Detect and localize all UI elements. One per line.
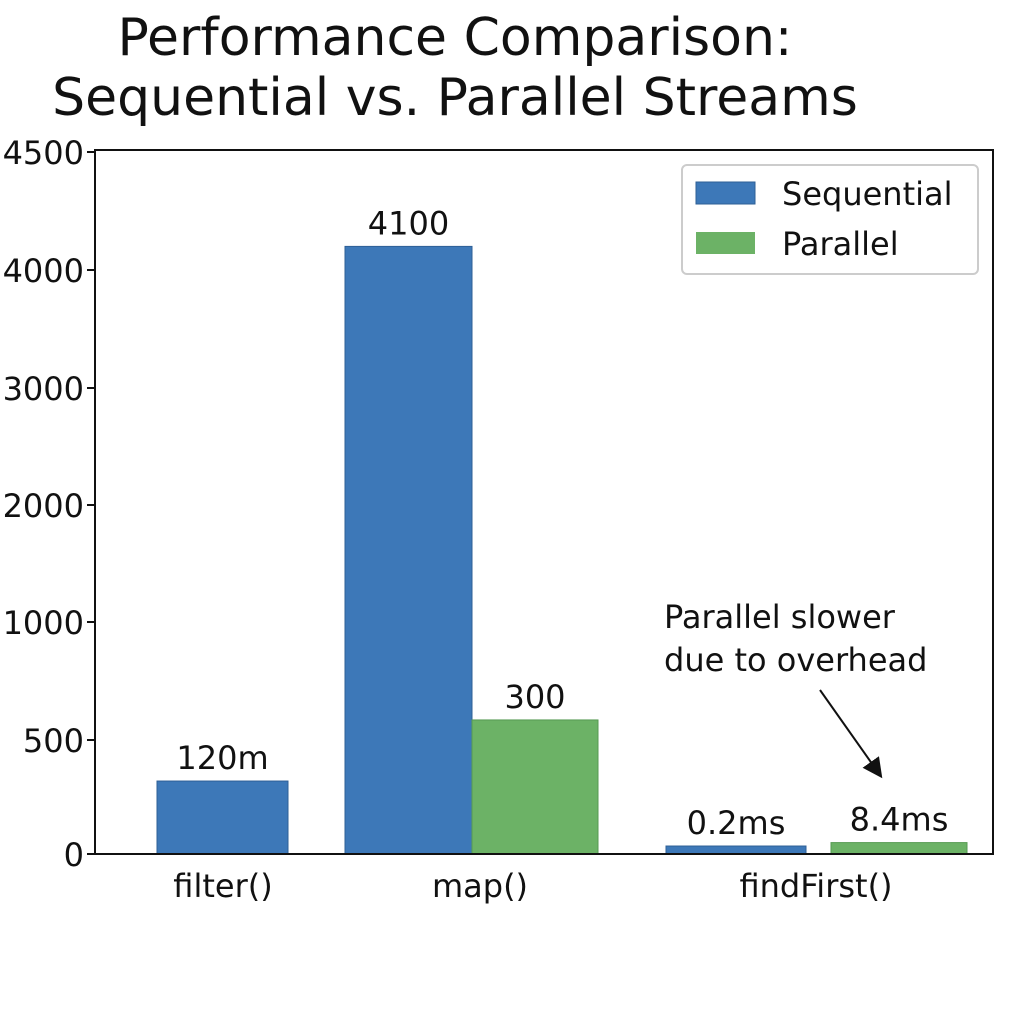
data-label-parallel-1: 300: [504, 678, 565, 716]
y-tick-label: 1000: [3, 604, 84, 642]
bars: [156, 245, 968, 855]
bar-sequential-0: [156, 780, 289, 855]
data-label-parallel-2: 8.4ms: [850, 801, 949, 839]
y-tick-label: 4500: [3, 134, 84, 172]
y-tick-label: 500: [23, 722, 84, 760]
y-tick-label: 4000: [3, 252, 84, 290]
x-axis: filter() map() findFirst(): [173, 867, 892, 905]
bar-sequential-1: [344, 245, 473, 855]
data-label-sequential-0: 120m: [176, 739, 268, 777]
bar-sequential-2: [665, 845, 807, 855]
plot-frame: [94, 149, 994, 855]
y-tick-label: 0: [64, 836, 84, 874]
x-category-label: findFirst(): [739, 867, 892, 905]
chart-title-line-1: Performance Comparison:: [117, 8, 793, 68]
annotation-arrow: [819, 689, 883, 779]
annotation-text-line-1: Parallel slower: [664, 598, 896, 636]
bar-parallel-2: [830, 842, 968, 855]
legend-swatch-parallel: [696, 232, 755, 254]
legend-label-parallel: Parallel: [782, 225, 899, 263]
legend-label-sequential: Sequential: [782, 175, 953, 213]
y-tick-label: 3000: [3, 370, 84, 408]
bar-parallel-1: [471, 719, 599, 855]
annotation-text-line-2: due to overhead: [664, 641, 927, 679]
data-label-sequential-1: 4100: [368, 204, 449, 242]
legend: Sequential Parallel: [681, 164, 979, 275]
legend-swatch-sequential: [695, 181, 756, 205]
y-axis: 0 500 1000 2000 3000 4000 4500: [3, 134, 95, 874]
legend-box: [681, 164, 979, 275]
chart-title-line-2: Sequential vs. Parallel Streams: [52, 68, 858, 128]
data-label-sequential-2: 0.2ms: [687, 804, 786, 842]
y-tick-label: 2000: [3, 487, 84, 525]
x-category-label: map(): [432, 867, 528, 905]
data-labels: 120m 4100 0.2ms 300 8.4ms: [176, 204, 948, 842]
x-category-label: filter(): [173, 867, 272, 905]
annotation: Parallel slower due to overhead: [664, 598, 927, 779]
